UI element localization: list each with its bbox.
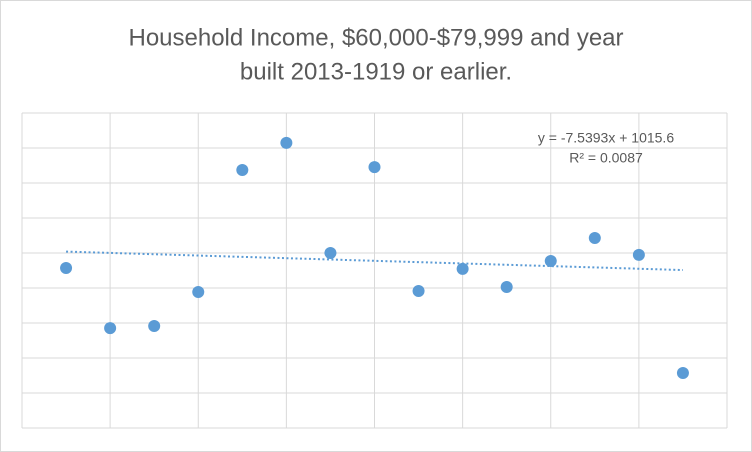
point (632, 248, 645, 261)
point (60, 262, 73, 275)
chart-title: built 2013-1919 or earlier. (240, 58, 512, 85)
point (280, 136, 293, 149)
trendline-r-squared: R² = 0.0087 (569, 150, 643, 166)
point (676, 367, 689, 380)
point (456, 262, 469, 275)
point (148, 319, 161, 332)
point (104, 322, 117, 335)
point (236, 164, 249, 177)
chart-title: Household Income, $60,000-$79,999 and ye… (128, 24, 623, 51)
point (412, 284, 425, 297)
point (544, 255, 557, 268)
point (324, 247, 337, 259)
point (368, 161, 381, 174)
point (588, 231, 601, 244)
trendline (66, 250, 683, 272)
point (500, 280, 513, 293)
point (192, 286, 205, 299)
trendline-equation: y = -7.5393x + 1015.6 (538, 130, 674, 146)
